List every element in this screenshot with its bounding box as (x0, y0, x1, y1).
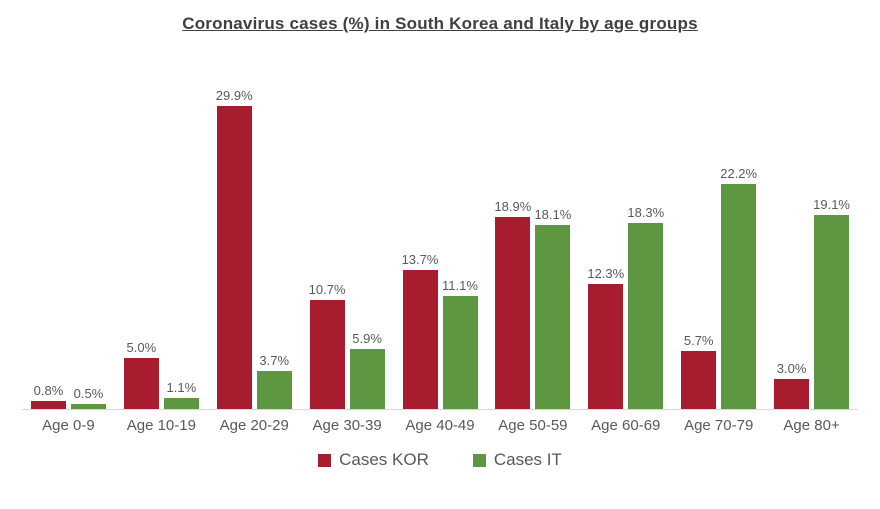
bar-cases-kor (588, 284, 624, 409)
bar-wrap: 11.1% (442, 278, 478, 409)
bar-group: 29.9% 3.7% (208, 88, 301, 409)
legend-label: Cases IT (493, 450, 562, 469)
bar-wrap: 3.0% (774, 361, 810, 409)
bar-wrap: 19.1% (813, 197, 850, 409)
bar-cases-it (535, 225, 571, 409)
bar-cases-kor (30, 400, 66, 409)
data-label: 3.7% (259, 353, 290, 369)
data-label: 5.7% (683, 333, 714, 349)
legend-item-it: Cases IT (472, 450, 562, 470)
bar-group: 10.7% 5.9% (301, 282, 394, 409)
legend: Cases KOR Cases IT (0, 450, 880, 470)
legend-swatch (318, 453, 332, 467)
data-label: 13.7% (401, 251, 439, 267)
bar-cases-kor (495, 217, 531, 409)
bar-cases-it (256, 371, 292, 409)
data-label: 0.8% (33, 382, 64, 398)
category-axis: Age 0-9 Age 10-19 Age 20-29 Age 30-39 Age 40… (22, 417, 858, 434)
data-label: 12.3% (587, 266, 625, 282)
bar-group: 5.0% 1.1% (115, 340, 208, 409)
bar-wrap: 18.3% (627, 205, 664, 409)
category-label: Age 50-59 (498, 417, 568, 434)
data-label: 18.1% (534, 207, 572, 223)
bar-wrap: 5.0% (123, 340, 159, 409)
bar-cases-kor (216, 105, 252, 409)
category-label: Age 70-79 (684, 417, 754, 434)
bar-wrap: 18.1% (534, 207, 571, 409)
plot-area: 0.8% 0.5% 5.0% 1.1% 29.9% 3.7% 10.7% 5.9% 13.7% 1… (22, 57, 858, 410)
bar-wrap: 22.2% (720, 166, 757, 409)
data-label: 18.3% (627, 205, 665, 221)
data-label: 3.0% (776, 360, 807, 376)
bar-group: 13.7% 11.1% (394, 252, 487, 409)
data-label: 22.2% (720, 165, 758, 181)
category-label: Age 0-9 (42, 417, 95, 434)
category-label: Age 30-39 (312, 417, 382, 434)
bar-cases-kor (774, 378, 810, 409)
bar-cases-kor (681, 351, 717, 409)
bar-wrap: 18.9% (494, 199, 531, 409)
data-label: 5.0% (126, 340, 157, 356)
bar-wrap: 5.9% (349, 331, 385, 409)
data-label: 5.9% (352, 331, 382, 347)
bar-cases-kor (402, 269, 438, 409)
bar-cases-kor (123, 358, 159, 409)
bar-cases-it (349, 349, 385, 409)
bar-wrap: 13.7% (402, 252, 438, 409)
bar-wrap: 0.8% (30, 383, 66, 409)
bar-cases-it (163, 397, 199, 409)
data-label: 10.7% (308, 282, 346, 298)
bar-cases-it (814, 215, 850, 409)
data-label: 19.1% (813, 197, 850, 213)
bar-cases-it (70, 403, 106, 409)
data-label: 29.9% (215, 87, 253, 103)
legend-label: Cases KOR (339, 450, 429, 469)
data-label: 18.9% (494, 199, 532, 215)
bar-group: 3.0% 19.1% (765, 197, 858, 409)
chart-title: Coronavirus cases (%) in South Korea and… (182, 14, 698, 33)
bar-group: 0.8% 0.5% (22, 383, 115, 409)
data-label: 1.1% (166, 379, 197, 395)
bar-group: 5.7% 22.2% (672, 166, 765, 409)
category-label: Age 20-29 (219, 417, 289, 434)
bar-cases-it (442, 296, 478, 409)
bar-cases-kor (309, 300, 345, 409)
category-label: Age 10-19 (126, 417, 196, 434)
category-label: Age 40-49 (405, 417, 475, 434)
bar-wrap: 12.3% (587, 266, 624, 409)
legend-item-kor: Cases KOR (318, 450, 429, 470)
bar-group: 18.9% 18.1% (486, 199, 579, 409)
data-label: 11.1% (442, 278, 478, 294)
legend-swatch (472, 453, 486, 467)
bar-group: 12.3% 18.3% (579, 205, 672, 409)
bar-wrap: 29.9% (216, 88, 253, 409)
category-label: Age 60-69 (591, 417, 661, 434)
bar-cases-it (628, 223, 664, 409)
bar-wrap: 1.1% (163, 380, 199, 409)
category-label: Age 80+ (783, 417, 840, 434)
bar-cases-it (721, 183, 757, 409)
bar-wrap: 3.7% (256, 353, 292, 409)
bar-wrap: 5.7% (681, 333, 717, 409)
bar-wrap: 0.5% (70, 386, 106, 409)
bar-wrap: 10.7% (309, 282, 346, 409)
data-label: 0.5% (73, 385, 104, 401)
